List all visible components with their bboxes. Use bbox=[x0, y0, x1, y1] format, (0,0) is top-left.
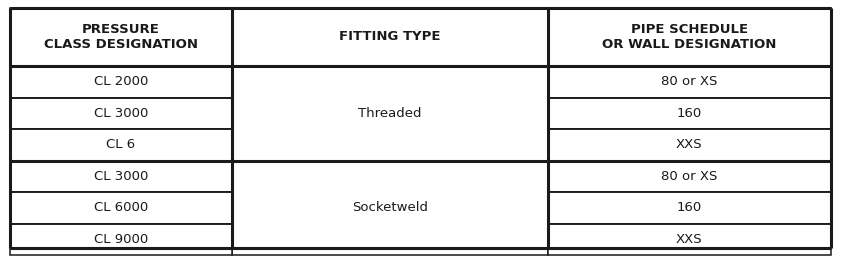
Text: CL 6000: CL 6000 bbox=[93, 201, 148, 214]
Text: FITTING TYPE: FITTING TYPE bbox=[339, 30, 441, 44]
Text: XXS: XXS bbox=[676, 233, 703, 246]
Text: 160: 160 bbox=[677, 201, 702, 214]
Text: 80 or XS: 80 or XS bbox=[661, 170, 717, 183]
Text: 160: 160 bbox=[677, 107, 702, 120]
Bar bbox=[231, 8, 547, 66]
Text: CL 6: CL 6 bbox=[106, 138, 135, 151]
Bar bbox=[547, 8, 831, 66]
Bar bbox=[547, 129, 831, 161]
Text: CL 3000: CL 3000 bbox=[93, 170, 148, 183]
Text: Threaded: Threaded bbox=[358, 107, 421, 120]
Text: Socketweld: Socketweld bbox=[352, 201, 428, 214]
Bar bbox=[547, 223, 831, 255]
Text: CL 2000: CL 2000 bbox=[93, 75, 148, 88]
Bar bbox=[10, 192, 231, 223]
Bar bbox=[547, 66, 831, 98]
Bar bbox=[10, 8, 231, 66]
Bar bbox=[10, 129, 231, 161]
Text: CL 3000: CL 3000 bbox=[93, 107, 148, 120]
Bar bbox=[547, 192, 831, 223]
Bar bbox=[10, 98, 231, 129]
Bar bbox=[10, 161, 231, 192]
Text: PRESSURE
CLASS DESIGNATION: PRESSURE CLASS DESIGNATION bbox=[44, 23, 198, 51]
Text: 80 or XS: 80 or XS bbox=[661, 75, 717, 88]
Bar bbox=[547, 161, 831, 192]
Bar bbox=[10, 223, 231, 255]
Bar bbox=[547, 98, 831, 129]
Text: CL 9000: CL 9000 bbox=[93, 233, 148, 246]
Bar bbox=[231, 161, 547, 255]
Bar bbox=[231, 66, 547, 161]
Text: XXS: XXS bbox=[676, 138, 703, 151]
Text: PIPE SCHEDULE
OR WALL DESIGNATION: PIPE SCHEDULE OR WALL DESIGNATION bbox=[602, 23, 776, 51]
Bar bbox=[10, 66, 231, 98]
